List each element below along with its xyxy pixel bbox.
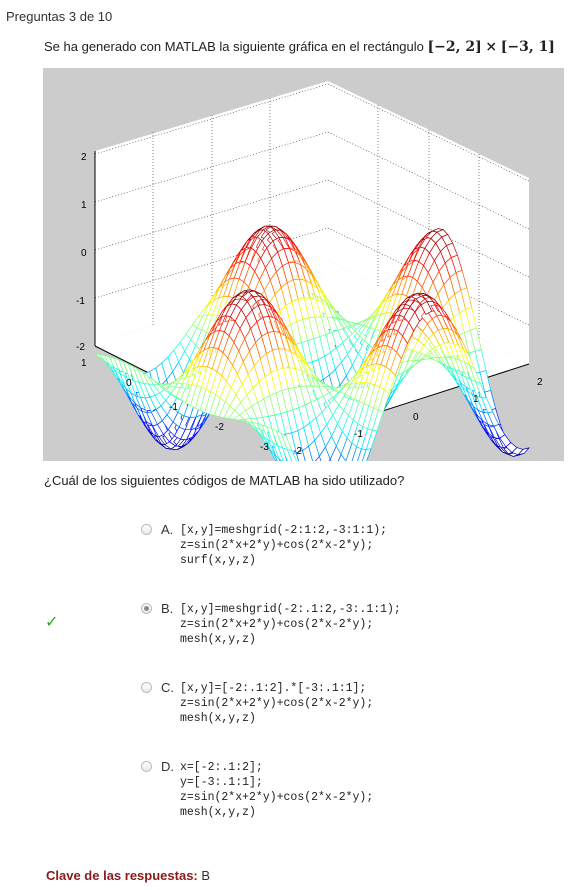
question-sentence: Se ha generado con MATLAB la siguiente g…	[44, 39, 424, 54]
matlab-figure: 2 1 0 -1 -2 1 0 -1 -2 -3 -2 -1 0 1 2	[43, 68, 564, 461]
mesh-cell	[286, 448, 297, 461]
interval-y: [−3, 1]	[500, 39, 555, 55]
question-prompt: ¿Cuál de los siguientes códigos de MATLA…	[44, 473, 405, 488]
z-tick-label: 2	[81, 152, 87, 163]
z-tick-label: -2	[76, 342, 85, 353]
z-tick-label: -1	[76, 296, 85, 307]
y-tick-label: -3	[260, 442, 269, 453]
z-tick-label: 0	[81, 248, 87, 259]
correct-checkmark-icon: ✓	[45, 614, 59, 631]
y-tick-label: -2	[215, 422, 224, 433]
mesh-cell	[273, 454, 281, 461]
question-text: Se ha generado con MATLAB la siguiente g…	[44, 39, 555, 55]
back-wall-right	[328, 81, 529, 364]
option-code: [x,y]=meshgrid(-2:1:2,-3:1:1); z=sin(2*x…	[180, 524, 388, 567]
radio-button-selected[interactable]	[141, 603, 152, 614]
answer-key-label: Clave de las respuestas:	[46, 868, 198, 883]
option-code: [x,y]=[-2:.1:2].*[-3:.1:1]; z=sin(2*x+2*…	[180, 682, 374, 725]
option-letter: B.	[161, 601, 174, 616]
mesh-surface	[94, 225, 531, 461]
y-tick-label: 0	[126, 378, 132, 389]
answer-key-value: B	[201, 868, 211, 883]
option-letter: C.	[161, 680, 174, 695]
x-tick-label: -2	[293, 446, 302, 457]
mesh-cell	[517, 447, 531, 456]
x-tick-label: 2	[537, 377, 543, 388]
y-tick-label: 1	[81, 358, 87, 369]
times-sign: ×	[485, 39, 498, 55]
option-letter: D.	[161, 759, 174, 774]
radio-button[interactable]	[141, 682, 152, 693]
mesh-cell	[438, 305, 451, 321]
radio-button[interactable]	[141, 761, 152, 772]
x-tick-label: -1	[354, 429, 363, 440]
z-tick-label: 1	[81, 200, 87, 211]
option-letter: A.	[161, 522, 174, 537]
x-tick-label: 0	[413, 412, 419, 423]
option-code: x=[-2:.1:2]; y=[-3:.1:1]; z=sin(2*x+2*y)…	[180, 761, 374, 819]
x-tick-label: 1	[473, 394, 479, 405]
interval-x: [−2, 2]	[427, 39, 482, 55]
mesh-plot: 2 1 0 -1 -2 1 0 -1 -2 -3 -2 -1 0 1 2	[76, 81, 543, 461]
mesh-cell	[278, 458, 283, 461]
mesh-cell	[275, 460, 277, 461]
question-number: Preguntas 3 de 10	[6, 9, 113, 24]
y-tick-label: -1	[169, 402, 178, 413]
answer-key: Clave de las respuestas: B	[46, 868, 210, 883]
radio-button[interactable]	[141, 524, 152, 535]
option-code: [x,y]=meshgrid(-2:.1:2,-3:.1:1); z=sin(2…	[180, 603, 401, 646]
